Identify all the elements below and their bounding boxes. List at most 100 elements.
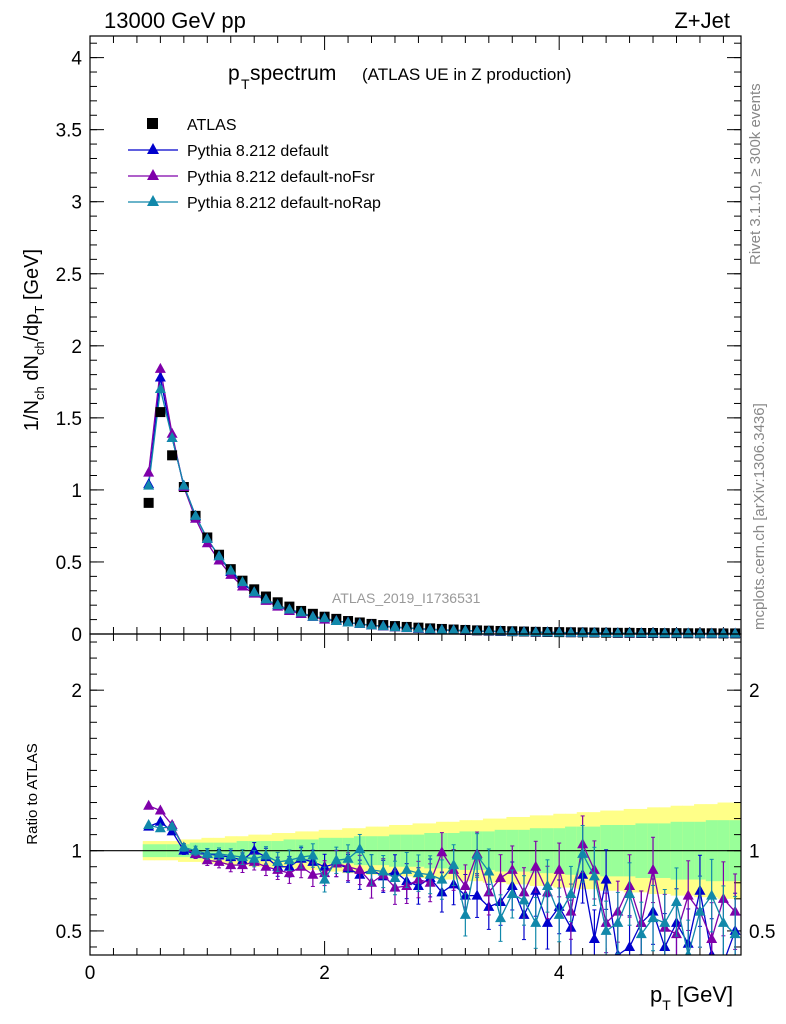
main-point (729, 627, 741, 638)
ratio-point (541, 916, 553, 927)
x-axis-label: pT [GeV] (650, 982, 733, 1013)
main-point (483, 625, 495, 636)
main-point (330, 615, 342, 626)
main-point (319, 612, 331, 623)
main-axes: 00.511.522.533.540 2 4 (56, 36, 741, 984)
ratio-point (330, 854, 342, 865)
ratio-point (459, 879, 471, 890)
ratio-point (366, 863, 378, 874)
main-point (424, 623, 436, 634)
ratio-point (143, 818, 155, 829)
legend-label-norap: Pythia 8.212 default-noRap (187, 195, 381, 212)
ratio-point (624, 888, 636, 899)
ratio-point (248, 852, 260, 863)
main-point (342, 616, 354, 627)
ratio-point (283, 867, 295, 878)
ratio-point (530, 860, 542, 871)
ratio-point (307, 849, 319, 860)
main-point (459, 624, 471, 635)
ratio-point (354, 843, 366, 854)
ratio-point (143, 799, 155, 810)
main-point (448, 624, 460, 635)
legend-label-nofsr: Pythia 8.212 default-noFsr (187, 169, 375, 186)
main-point (225, 564, 237, 575)
ratio-point (506, 863, 518, 874)
ratio-point (647, 863, 659, 874)
xtick-label: 0 (85, 963, 96, 984)
legend-label-atlas: ATLAS (187, 117, 237, 134)
ratio-point (718, 957, 729, 967)
ratio-point (412, 867, 424, 878)
ratio-point (600, 873, 612, 884)
main-ytick-label: 2.5 (56, 265, 82, 286)
ratio-point (459, 908, 471, 919)
ratio-point (354, 863, 366, 874)
ratio-point (295, 851, 307, 862)
main-point (659, 627, 671, 638)
main-point (401, 621, 413, 632)
ratio-point (553, 908, 565, 919)
legend-marker-nofsr (147, 169, 159, 180)
main-point (366, 619, 378, 630)
main-point (154, 371, 166, 382)
ratio-point (424, 868, 436, 879)
ratio-point (717, 916, 729, 927)
ratio-point (260, 860, 272, 871)
legend-entry-nofsr: Pythia 8.212 default-noFsr (128, 169, 375, 186)
ratio-point (588, 932, 600, 943)
ratio-point (248, 844, 260, 855)
ratio-point (225, 849, 237, 860)
main-point (154, 383, 166, 394)
ratio-point (436, 873, 448, 884)
main-ytick-label: 4 (71, 49, 82, 70)
ratio-point (682, 889, 694, 900)
ratio-point (471, 889, 483, 900)
legend-marker-atlas (147, 118, 158, 129)
ratio-point (553, 863, 565, 874)
ratio-point (600, 924, 612, 935)
main-point (389, 621, 401, 632)
ratio-point (647, 912, 659, 923)
main-point (248, 586, 260, 597)
ratio-point (389, 871, 401, 882)
ratio-point (307, 868, 319, 879)
ratio-panel: 0.5 0.5 1 1 2 2 (56, 633, 775, 967)
ratio-point (436, 846, 448, 857)
main-point (506, 625, 518, 636)
main-point (236, 576, 248, 587)
ratio-point (565, 888, 577, 899)
ratio-point (401, 863, 413, 874)
main-point (283, 603, 295, 614)
ratio-ytick-label-right: 2 (749, 681, 760, 702)
rivet-label: Rivet 3.1.10, ≥ 300k events (747, 83, 764, 265)
x-axis-label-text: pT [GeV] (650, 982, 733, 1013)
main-point (694, 627, 706, 638)
main-point (143, 466, 155, 477)
legend-entry-atlas: ATLAS (147, 117, 237, 134)
main-point (647, 627, 659, 638)
ratio-point (201, 847, 213, 858)
ratio-point (154, 815, 166, 826)
analysis-id: ATLAS_2019_I1736531 (332, 590, 481, 606)
process-label: Z+Jet (674, 8, 730, 33)
legend-entry-default: Pythia 8.212 default (128, 143, 329, 160)
ratio-point (706, 889, 718, 900)
ratio-point (624, 940, 636, 951)
main-point (612, 627, 624, 638)
main-point (260, 593, 272, 604)
main-point (166, 432, 178, 443)
ratio-point (342, 852, 354, 863)
ratio-ytick-label: 1 (71, 842, 82, 863)
legend-marker-default (147, 143, 159, 154)
xtick-label: 2 (319, 963, 330, 984)
main-point (412, 622, 424, 633)
main-point (436, 623, 448, 634)
ratio-point (659, 916, 671, 927)
ratio-point (448, 859, 460, 870)
xtick-label: 4 (554, 963, 565, 984)
main-point (624, 627, 636, 638)
ratio-point (483, 865, 495, 876)
main-ytick-label: 3 (71, 193, 82, 214)
main-point (670, 627, 682, 638)
